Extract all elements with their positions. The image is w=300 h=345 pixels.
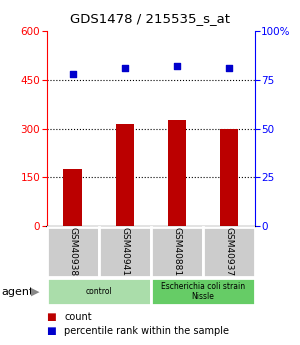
Text: percentile rank within the sample: percentile rank within the sample <box>64 326 230 336</box>
FancyBboxPatch shape <box>46 278 151 305</box>
Text: GSM40941: GSM40941 <box>120 227 129 276</box>
Text: GSM40938: GSM40938 <box>68 227 77 276</box>
Bar <box>168 120 186 226</box>
Bar <box>220 128 238 226</box>
Text: GDS1478 / 215535_s_at: GDS1478 / 215535_s_at <box>70 12 230 25</box>
Point <box>122 65 127 71</box>
FancyBboxPatch shape <box>99 227 151 277</box>
Text: ▶: ▶ <box>31 287 40 296</box>
Text: GSM40881: GSM40881 <box>172 227 181 276</box>
Text: ■: ■ <box>46 312 56 322</box>
FancyBboxPatch shape <box>203 227 255 277</box>
Point <box>174 63 179 69</box>
Text: control: control <box>85 287 112 296</box>
FancyBboxPatch shape <box>46 227 99 277</box>
FancyBboxPatch shape <box>151 278 255 305</box>
Point <box>70 71 75 77</box>
Bar <box>116 124 134 226</box>
FancyBboxPatch shape <box>151 227 203 277</box>
Point <box>226 65 231 71</box>
Text: GSM40937: GSM40937 <box>224 227 233 276</box>
Text: agent: agent <box>2 287 34 296</box>
Text: ■: ■ <box>46 326 56 336</box>
Text: count: count <box>64 312 92 322</box>
Bar <box>63 169 82 226</box>
Text: Escherichia coli strain
Nissle: Escherichia coli strain Nissle <box>161 282 245 301</box>
